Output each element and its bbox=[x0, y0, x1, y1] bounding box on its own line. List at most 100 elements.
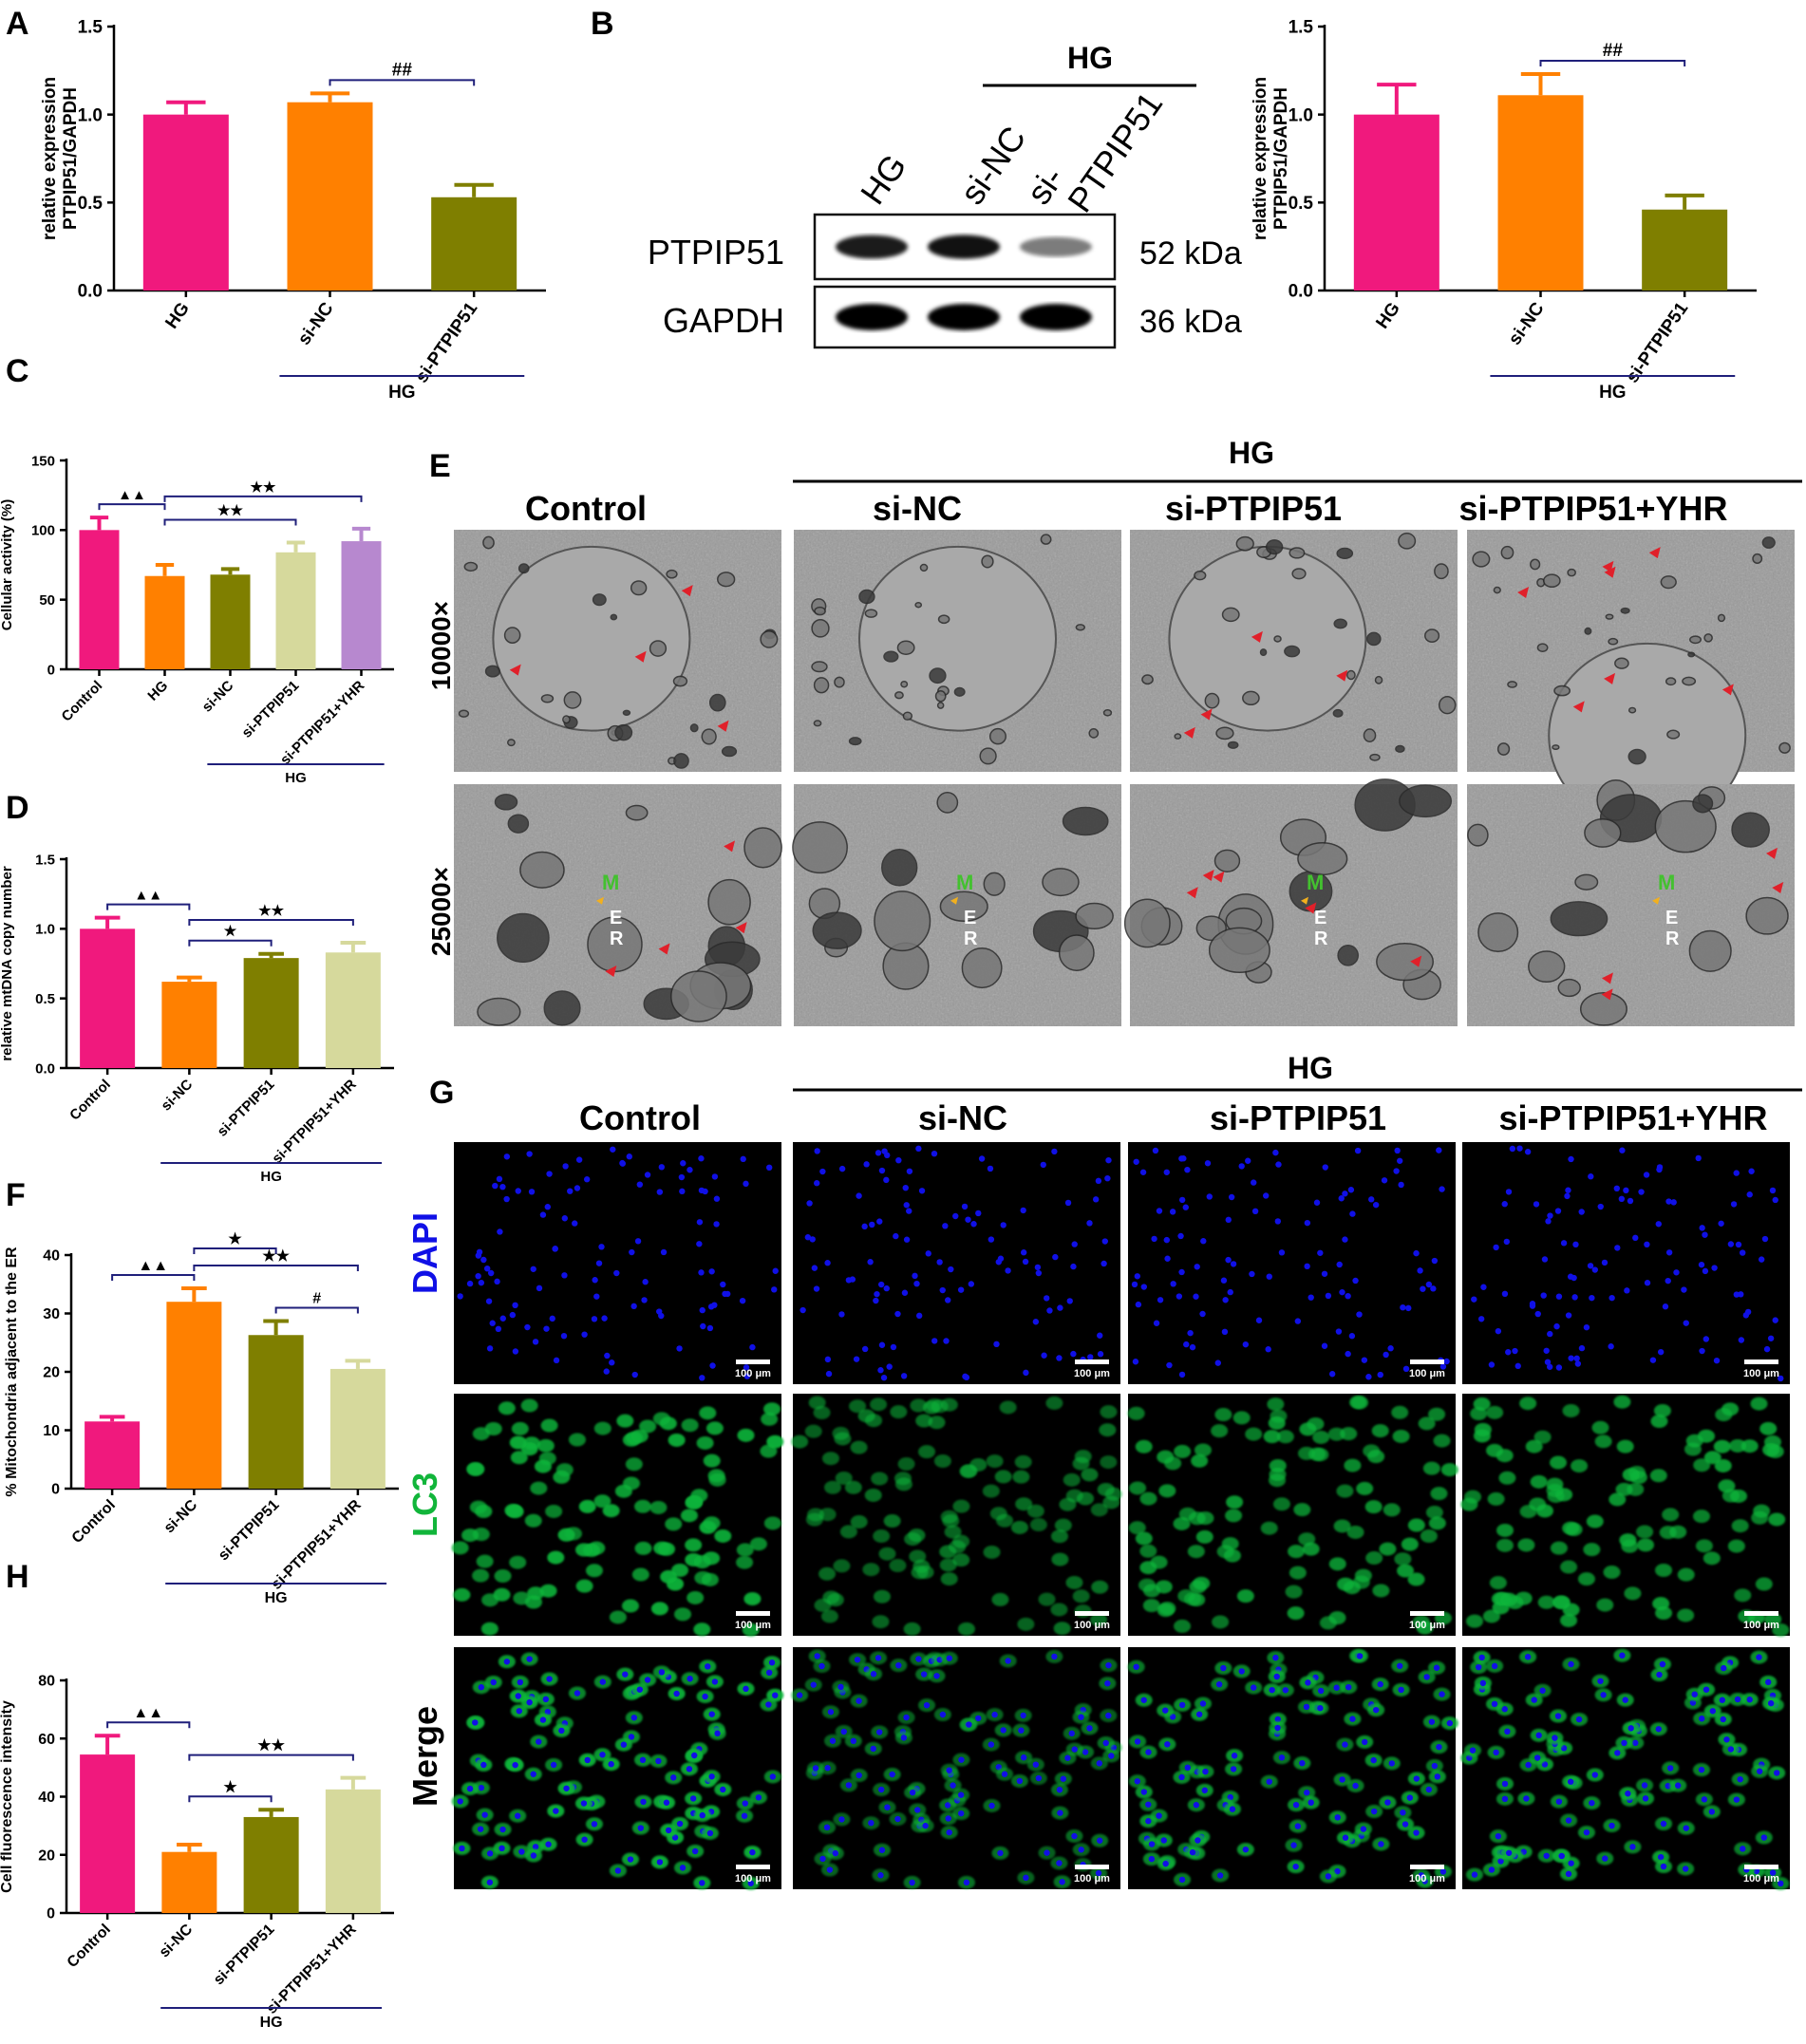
dapi-nucleus bbox=[536, 1738, 542, 1745]
lc3-cell bbox=[1012, 1470, 1030, 1484]
lc3-cell bbox=[1091, 1580, 1109, 1594]
dapi-nucleus bbox=[850, 1737, 856, 1745]
dapi-nucleus bbox=[813, 1285, 820, 1292]
em-label-m: M bbox=[602, 871, 619, 894]
dapi-nucleus bbox=[942, 1223, 949, 1229]
dapi-nucleus bbox=[619, 1160, 627, 1167]
y-tick-label: 10 bbox=[43, 1423, 60, 1439]
dapi-nucleus bbox=[1303, 1703, 1310, 1711]
dapi-nucleus bbox=[1345, 1292, 1351, 1300]
fluor-panel-headers: HG Control si-NC si-PTPIP51 si-PTPIP51+Y… bbox=[405, 1051, 1802, 1807]
dapi-nucleus bbox=[1699, 1347, 1705, 1355]
lc3-cell bbox=[668, 1433, 686, 1447]
lc3-cell bbox=[451, 1541, 469, 1555]
dapi-nucleus bbox=[700, 1322, 706, 1330]
lc3-cell bbox=[736, 1555, 754, 1569]
dapi-nucleus bbox=[1023, 1874, 1029, 1882]
em-organelle bbox=[1062, 806, 1109, 836]
em-red-arrow bbox=[1721, 684, 1734, 696]
dapi-nucleus bbox=[1553, 1322, 1560, 1330]
lc3-cell bbox=[918, 1445, 936, 1459]
dapi-nucleus bbox=[1555, 1293, 1563, 1300]
dapi-nucleus bbox=[869, 1221, 875, 1228]
dapi-nucleus bbox=[943, 1338, 950, 1344]
panel-letter-c: C bbox=[6, 353, 29, 389]
dapi-nucleus bbox=[875, 1655, 882, 1661]
dapi-nucleus bbox=[1193, 1802, 1200, 1809]
dapi-nucleus bbox=[1016, 1777, 1024, 1785]
em-organelle bbox=[1075, 902, 1114, 930]
dapi-nucleus bbox=[845, 1782, 853, 1789]
fluor-row-lc3: LC3 bbox=[405, 1472, 444, 1537]
dapi-nucleus bbox=[1589, 1294, 1595, 1302]
dapi-nucleus bbox=[1275, 1161, 1282, 1168]
dapi-nucleus bbox=[1514, 1362, 1521, 1370]
dapi-nucleus bbox=[1623, 1187, 1629, 1194]
dapi-nucleus bbox=[952, 1212, 959, 1220]
bar-si-nc bbox=[210, 574, 251, 669]
dapi-nucleus bbox=[610, 1146, 616, 1153]
dapi-nucleus bbox=[863, 1161, 870, 1168]
dapi-nucleus bbox=[1148, 1855, 1156, 1863]
lc3-cell bbox=[933, 1453, 951, 1468]
em-red-arrow bbox=[1213, 871, 1225, 883]
em-organelle bbox=[1528, 950, 1566, 984]
lc3-cell bbox=[1768, 1512, 1786, 1527]
em-organelle bbox=[1717, 613, 1726, 623]
dapi-nucleus bbox=[487, 1269, 495, 1277]
em-organelle bbox=[1291, 568, 1307, 580]
fluor-tile-background bbox=[793, 1142, 1120, 1384]
dapi-nucleus bbox=[743, 1180, 749, 1188]
dapi-nucleus bbox=[883, 1285, 890, 1292]
y-axis-title: Cellular activity (%) bbox=[0, 499, 15, 630]
dapi-nucleus bbox=[1439, 1363, 1447, 1370]
em-red-arrow bbox=[1765, 847, 1778, 859]
em-image-tile: MER bbox=[792, 784, 1121, 1026]
dapi-nucleus bbox=[1478, 1654, 1485, 1661]
dapi-nucleus bbox=[466, 1280, 474, 1287]
dapi-nucleus bbox=[503, 1153, 511, 1160]
em-organelle bbox=[939, 891, 988, 922]
y-tick-label: 0.0 bbox=[35, 1060, 55, 1077]
lc3-cell bbox=[1422, 1461, 1440, 1475]
scale-bar-label: 100 μm bbox=[1743, 1620, 1779, 1631]
scale-bar bbox=[736, 1611, 770, 1616]
dapi-nucleus bbox=[893, 1232, 899, 1240]
dapi-nucleus bbox=[1683, 1320, 1689, 1326]
em-organelle bbox=[1102, 708, 1113, 717]
lc3-cell bbox=[1677, 1567, 1695, 1582]
dapi-nucleus bbox=[1683, 1825, 1689, 1831]
lc3-cell bbox=[835, 1472, 853, 1486]
dapi-nucleus bbox=[975, 1210, 982, 1217]
fluor-tile-background bbox=[1128, 1647, 1456, 1889]
em-red-arrow bbox=[1410, 955, 1422, 967]
dapi-nucleus bbox=[550, 1761, 557, 1769]
y-axis-title-line: PTPIP51/GAPDH bbox=[1271, 87, 1291, 230]
dapi-nucleus bbox=[1044, 1849, 1050, 1856]
em-label-r: R bbox=[1665, 928, 1680, 949]
em-organelle bbox=[1542, 573, 1561, 589]
dapi-nucleus bbox=[968, 1281, 975, 1287]
em-organelle bbox=[1235, 535, 1254, 552]
lc3-cell bbox=[1102, 1495, 1120, 1510]
em-organelle bbox=[1496, 742, 1511, 756]
lc3-cell bbox=[818, 1508, 837, 1522]
dapi-nucleus bbox=[528, 1189, 536, 1195]
lc3-cell bbox=[1236, 1589, 1254, 1603]
em-image-tile bbox=[1467, 530, 1795, 829]
dapi-nucleus bbox=[1657, 1853, 1665, 1861]
dapi-nucleus bbox=[1370, 1756, 1377, 1764]
lc3-cell bbox=[585, 1564, 603, 1578]
lc3-cell bbox=[1157, 1450, 1175, 1464]
dapi-nucleus bbox=[1086, 1220, 1093, 1227]
dapi-nucleus bbox=[1304, 1263, 1310, 1270]
dapi-nucleus bbox=[1216, 1872, 1224, 1879]
dapi-nucleus bbox=[526, 1656, 533, 1662]
fluor-image-tile: 100 μm bbox=[791, 1647, 1122, 1889]
lc3-cell bbox=[1401, 1537, 1419, 1551]
lc3-cell bbox=[1740, 1439, 1759, 1453]
dapi-nucleus bbox=[483, 1265, 491, 1272]
lc3-cell bbox=[1050, 1603, 1068, 1617]
